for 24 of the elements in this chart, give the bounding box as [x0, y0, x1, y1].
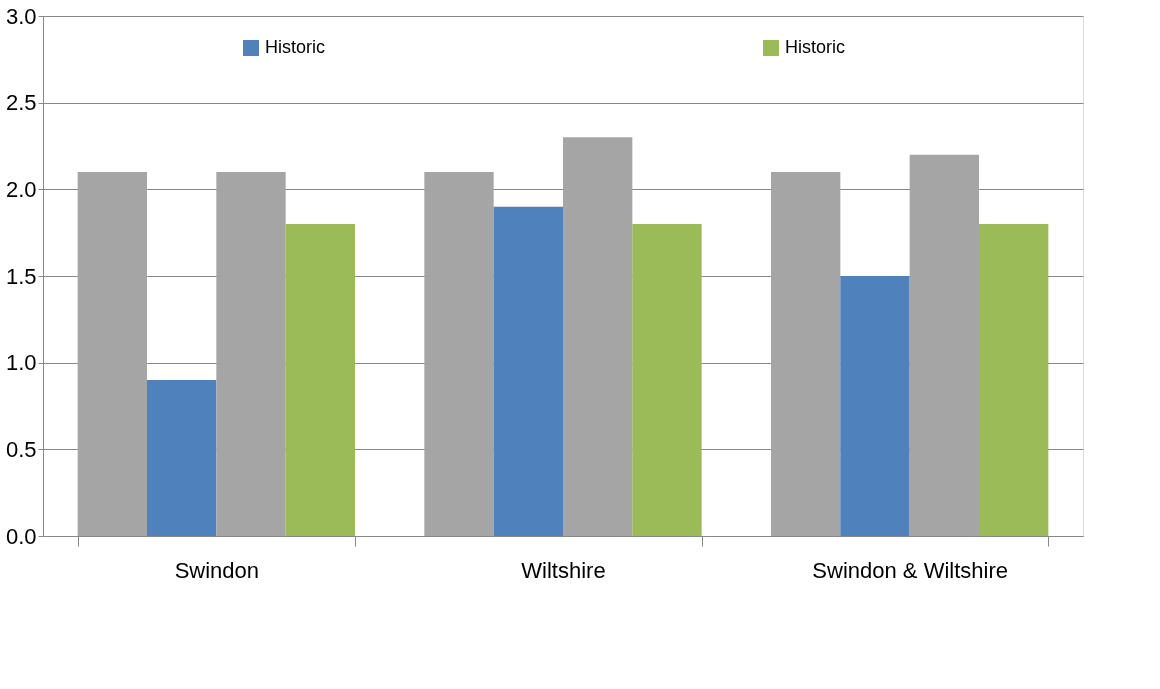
bar: [77, 172, 147, 536]
y-tick-label: 0.5: [5, 436, 37, 462]
legend-label: Historic: [265, 37, 326, 57]
bar: [493, 206, 563, 536]
y-tick-label: 0.0: [5, 523, 37, 549]
y-tick-label: 2.0: [5, 176, 37, 202]
bar: [424, 172, 494, 536]
bar: [840, 276, 910, 536]
bar: [147, 380, 217, 536]
bar: [285, 224, 355, 536]
y-tick-label: 3.0: [5, 3, 37, 29]
y-tick-label: 1.0: [5, 350, 37, 376]
legend-label: Historic: [785, 37, 846, 57]
bar: [216, 172, 286, 536]
x-tick-label: Swindon & Wiltshire: [812, 557, 1008, 583]
y-tick-label: 2.5: [5, 90, 37, 116]
y-tick-label: 1.5: [5, 263, 37, 289]
bar: [632, 224, 702, 536]
x-tick-label: Swindon: [174, 557, 260, 583]
x-tick-label: Wiltshire: [521, 557, 606, 583]
bar: [771, 172, 841, 536]
bar: [563, 137, 633, 536]
bar: [979, 224, 1049, 536]
bar: [909, 154, 979, 536]
